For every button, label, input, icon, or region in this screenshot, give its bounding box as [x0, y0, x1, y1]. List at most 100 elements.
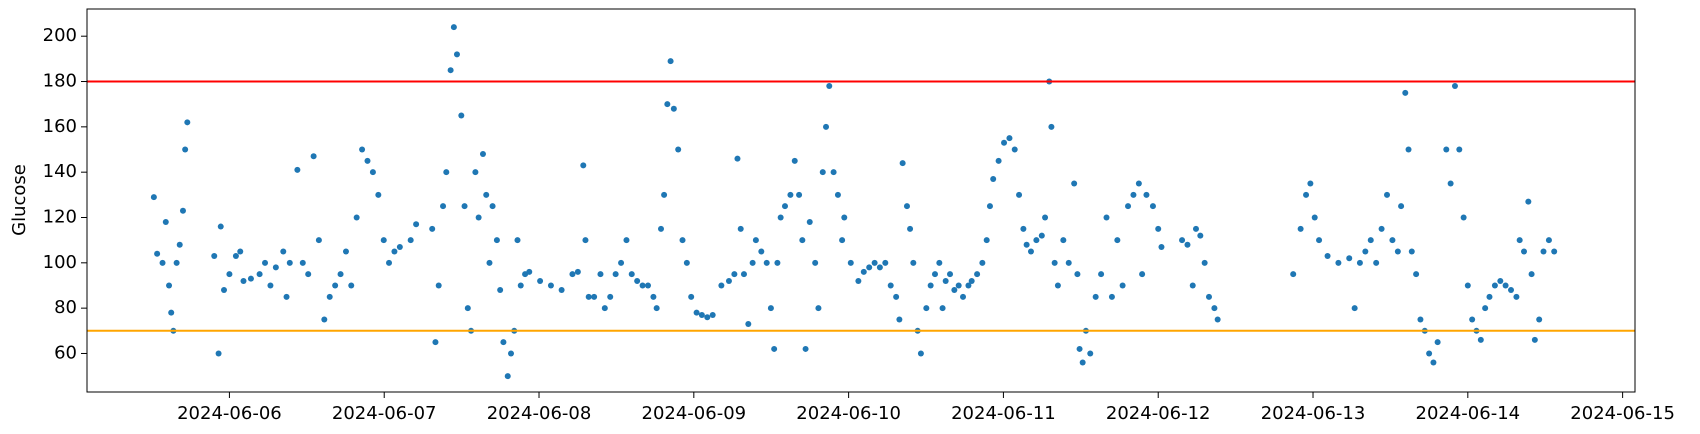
data-point [429, 225, 436, 232]
data-point [1367, 237, 1374, 244]
data-point [1197, 232, 1204, 239]
data-point [791, 157, 798, 164]
data-point [497, 287, 504, 294]
data-point [166, 282, 173, 289]
data-point [1092, 293, 1099, 300]
data-point [812, 259, 819, 266]
data-point [1071, 180, 1078, 187]
data-point [839, 237, 846, 244]
data-point [644, 282, 651, 289]
data-point [774, 259, 781, 266]
data-point [479, 151, 486, 158]
data-point [283, 293, 290, 300]
data-point [1356, 259, 1363, 266]
data-point [974, 271, 981, 278]
data-point [359, 146, 366, 153]
data-point [745, 321, 752, 328]
x-tick-label: 2024-06-11 [951, 403, 1056, 424]
data-point [537, 277, 544, 284]
data-point [1521, 248, 1528, 255]
data-point [819, 169, 826, 176]
data-point [758, 248, 765, 255]
data-point [353, 214, 360, 221]
data-point [272, 264, 279, 271]
data-point [1042, 214, 1049, 221]
data-point [995, 157, 1002, 164]
data-point [464, 305, 471, 312]
y-tick-label: 120 [43, 206, 77, 227]
data-point [1486, 293, 1493, 300]
data-point [380, 237, 387, 244]
data-point [310, 153, 317, 160]
data-point [286, 259, 293, 266]
data-point [737, 225, 744, 232]
data-point [154, 250, 161, 257]
data-point [955, 282, 962, 289]
data-point [299, 259, 306, 266]
data-point [882, 259, 889, 266]
data-point [580, 162, 587, 169]
data-point [232, 253, 239, 260]
data-point [806, 219, 813, 226]
data-point [1158, 243, 1165, 250]
data-point [1477, 336, 1484, 343]
data-point [847, 259, 854, 266]
data-point [965, 282, 972, 289]
data-point [1211, 305, 1218, 312]
data-point [1016, 191, 1023, 198]
data-point [211, 253, 218, 260]
data-point [679, 237, 686, 244]
data-point [675, 146, 682, 153]
data-point [321, 316, 328, 323]
data-point [986, 203, 993, 210]
data-point [1378, 225, 1385, 232]
data-point [1033, 237, 1040, 244]
x-tick-label: 2024-06-15 [1570, 403, 1675, 424]
data-point [168, 309, 175, 316]
data-point [504, 373, 511, 380]
data-point [947, 271, 954, 278]
data-point [855, 277, 862, 284]
data-point [939, 305, 946, 312]
data-point [618, 259, 625, 266]
data-point [1051, 259, 1058, 266]
data-point [447, 67, 454, 74]
data-point [315, 237, 322, 244]
data-point [718, 282, 725, 289]
data-point [1430, 359, 1437, 366]
data-point [657, 225, 664, 232]
data-point [1545, 237, 1552, 244]
data-point [1434, 339, 1441, 346]
data-point [1335, 259, 1342, 266]
data-point [826, 83, 833, 90]
y-tick-label: 140 [43, 161, 77, 182]
data-point [799, 237, 806, 244]
data-point [217, 223, 224, 230]
data-point [841, 214, 848, 221]
data-point [1098, 271, 1105, 278]
data-point [923, 305, 930, 312]
data-point [237, 248, 244, 255]
data-point [247, 275, 254, 282]
data-point [489, 203, 496, 210]
data-point [435, 282, 442, 289]
data-point [634, 277, 641, 284]
data-point [1114, 237, 1121, 244]
data-point [591, 293, 598, 300]
data-point [601, 305, 608, 312]
data-point [983, 237, 990, 244]
y-axis-label: Glucose [9, 164, 30, 236]
data-point [781, 203, 788, 210]
data-point [1513, 293, 1520, 300]
data-point [1447, 180, 1454, 187]
data-point [184, 119, 191, 126]
data-point [1139, 271, 1146, 278]
data-point [1108, 293, 1115, 300]
data-point [893, 293, 900, 300]
data-point [927, 282, 934, 289]
data-point [767, 305, 774, 312]
x-tick-label: 2024-06-13 [1261, 403, 1366, 424]
data-point [1464, 282, 1471, 289]
data-point [162, 219, 169, 226]
